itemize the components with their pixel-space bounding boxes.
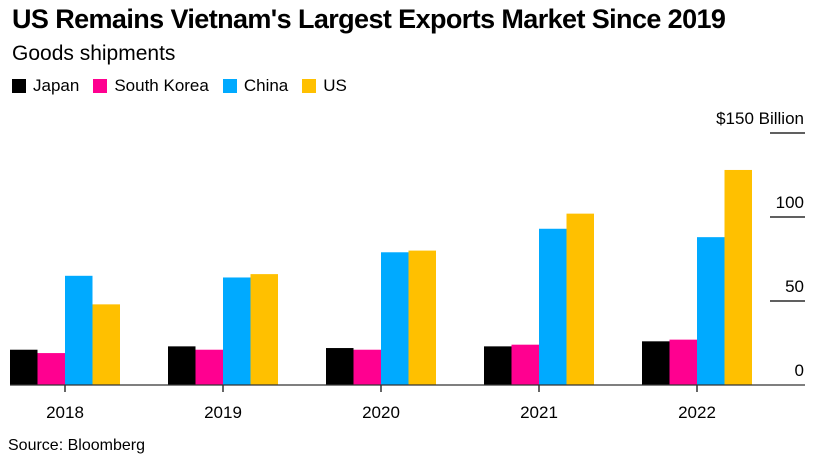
legend-item-china: China bbox=[222, 76, 289, 96]
bar-us-2018 bbox=[92, 304, 120, 385]
bar-south-korea-2021 bbox=[511, 344, 539, 385]
legend-label-south-korea: South Korea bbox=[114, 76, 209, 95]
bar-south-korea-2019 bbox=[195, 349, 223, 385]
bar-china-2022 bbox=[697, 237, 725, 385]
bar-china-2020 bbox=[381, 252, 409, 385]
bar-japan-2018 bbox=[10, 349, 38, 385]
y-tick-label-100: 100 bbox=[776, 193, 804, 212]
source-note: Source: Bloomberg bbox=[8, 437, 145, 454]
legend-swatch-us bbox=[302, 79, 317, 93]
bar-japan-2020 bbox=[326, 348, 354, 385]
x-tick-label-2019: 2019 bbox=[204, 403, 242, 422]
legend-item-us: US bbox=[302, 76, 347, 96]
bar-china-2019 bbox=[223, 277, 251, 385]
bar-japan-2019 bbox=[168, 346, 196, 385]
legend-item-japan: Japan bbox=[12, 76, 79, 96]
legend-swatch-south-korea bbox=[93, 79, 108, 93]
bar-us-2019 bbox=[250, 274, 278, 385]
bar-south-korea-2020 bbox=[353, 349, 381, 385]
x-tick-label-2020: 2020 bbox=[362, 403, 400, 422]
bar-south-korea-2018 bbox=[37, 353, 65, 385]
chart-subtitle: Goods shipments bbox=[12, 42, 176, 65]
y-tick-label-0: 0 bbox=[795, 361, 804, 380]
bar-japan-2022 bbox=[642, 341, 670, 385]
legend-swatch-china bbox=[222, 79, 237, 93]
legend-label-us: US bbox=[323, 76, 347, 95]
chart-title: US Remains Vietnam's Largest Exports Mar… bbox=[12, 4, 726, 34]
legend-item-south-korea: South Korea bbox=[93, 76, 209, 96]
y-tick-label-150: $150 Billion bbox=[716, 109, 804, 128]
y-tick-label-50: 50 bbox=[785, 277, 804, 296]
bar-china-2018 bbox=[65, 275, 93, 385]
x-tick-label-2021: 2021 bbox=[520, 403, 558, 422]
legend: Japan South Korea China US bbox=[12, 76, 361, 96]
bar-china-2021 bbox=[539, 228, 567, 385]
x-tick-label-2022: 2022 bbox=[678, 403, 716, 422]
bar-japan-2021 bbox=[484, 346, 512, 385]
bar-south-korea-2022 bbox=[669, 339, 697, 385]
legend-swatch-japan bbox=[12, 79, 26, 93]
x-tick-label-2018: 2018 bbox=[46, 403, 84, 422]
bar-us-2022 bbox=[724, 169, 752, 385]
legend-label-japan: Japan bbox=[33, 76, 80, 95]
bar-us-2021 bbox=[566, 213, 594, 385]
legend-label-china: China bbox=[243, 76, 289, 95]
bar-us-2020 bbox=[408, 250, 436, 385]
